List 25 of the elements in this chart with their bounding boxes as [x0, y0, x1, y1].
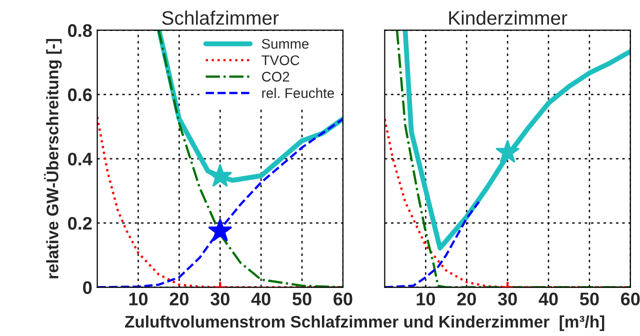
- x-tick-label: 60: [621, 292, 640, 306]
- x-tick-label: 20: [170, 292, 188, 306]
- y-tick-label: 0.8: [68, 24, 92, 37]
- chart-title: Kinderzimmer: [449, 10, 568, 25]
- legend-label: CO2: [262, 72, 290, 82]
- x-tick-label: 40: [251, 292, 270, 306]
- legend-label: Summe: [262, 38, 309, 49]
- x-tick-label: 10: [416, 292, 435, 306]
- y-tick-label: 0.2: [68, 216, 92, 230]
- x-tick-label: 10: [129, 292, 148, 306]
- x-axis-title: Zuluftvolumenstrom Schlafzimmer und Kinderzimmer [m³/h]: [125, 315, 604, 331]
- y-axis-title: relative GW-Überschreitung [-]: [44, 39, 62, 278]
- x-tick-label: 30: [498, 292, 517, 306]
- y-tick-label: 0: [83, 281, 92, 294]
- x-tick-label: 50: [580, 292, 599, 306]
- x-tick-label: 50: [292, 292, 312, 306]
- y-tick-label: 0.6: [68, 88, 92, 102]
- x-tick-label: 30: [210, 292, 230, 306]
- chart-title: Schlafzimmer: [162, 10, 279, 25]
- x-tick-label: 20: [457, 292, 476, 306]
- legend-label: rel. Feuchte: [262, 88, 334, 98]
- y-tick-label: 0.4: [68, 152, 92, 166]
- x-tick-label: 60: [334, 292, 352, 306]
- legend-label: TVOC: [262, 55, 300, 66]
- x-tick-label: 40: [538, 292, 558, 306]
